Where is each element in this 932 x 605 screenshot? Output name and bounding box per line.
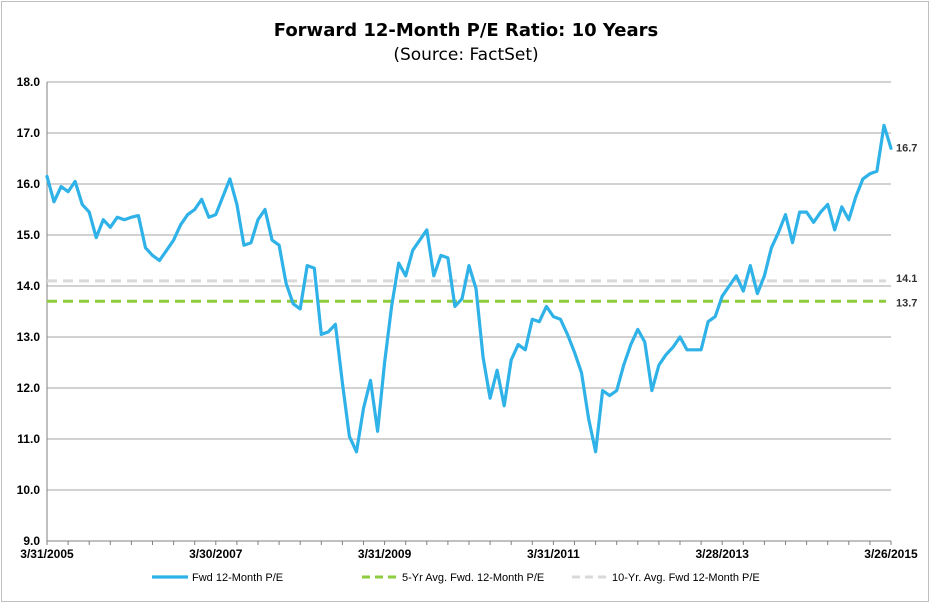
- end-labels: 16.7 14.1 13.7: [896, 142, 917, 309]
- series-fwd-pe-line: [45, 123, 893, 454]
- x-tick-label: 3/31/2005: [20, 547, 74, 561]
- legend-10yr-avg-label: 10-Yr. Avg. Fwd 12-Month P/E: [612, 572, 760, 584]
- y-tick-labels: 9.0 10.0 11.0 12.0 13.0 14.0 15.0 16.0 17.0 18.0: [17, 75, 41, 548]
- avg-10yr-end-label: 14.1: [896, 273, 917, 285]
- legend-5yr-avg-label: 5-Yr Avg. Fwd. 12-Month P/E: [402, 572, 544, 584]
- y-tick-label: 9.0: [23, 534, 40, 548]
- series-layer: [45, 123, 893, 454]
- chart-title: Forward 12-Month P/E Ratio: 10 Years: [274, 20, 659, 41]
- axes: [46, 82, 892, 545]
- x-tick-label: 3/26/2015: [864, 547, 918, 561]
- legend-fwd-pe-label: Fwd 12-Month P/E: [192, 572, 283, 584]
- gridlines: [47, 81, 891, 491]
- y-tick-label: 12.0: [17, 381, 41, 395]
- y-tick-label: 13.0: [17, 330, 41, 344]
- x-tick-label: 3/31/2009: [358, 547, 412, 561]
- y-tick-label: 16.0: [17, 177, 41, 191]
- last-value-label: 16.7: [896, 142, 917, 154]
- chart-subtitle: (Source: FactSet): [393, 45, 538, 65]
- x-tick-labels: 3/31/2005 3/30/2007 3/31/2009 3/31/2011 3/28…: [20, 547, 918, 561]
- y-tick-label: 10.0: [17, 483, 41, 497]
- x-tick-label: 3/31/2011: [527, 547, 580, 561]
- x-tick-label: 3/30/2007: [189, 547, 243, 561]
- x-tick-label: 3/28/2013: [696, 547, 750, 561]
- y-tick-label: 15.0: [17, 228, 41, 242]
- avg-5yr-end-label: 13.7: [896, 297, 917, 309]
- y-tick-label: 18.0: [17, 75, 41, 89]
- y-tick-label: 14.0: [17, 279, 41, 293]
- legend: Fwd 12-Month P/E 5-Yr Avg. Fwd. 12-Month …: [152, 572, 760, 584]
- y-tick-label: 11.0: [17, 432, 40, 446]
- y-tick-label: 17.0: [17, 126, 41, 140]
